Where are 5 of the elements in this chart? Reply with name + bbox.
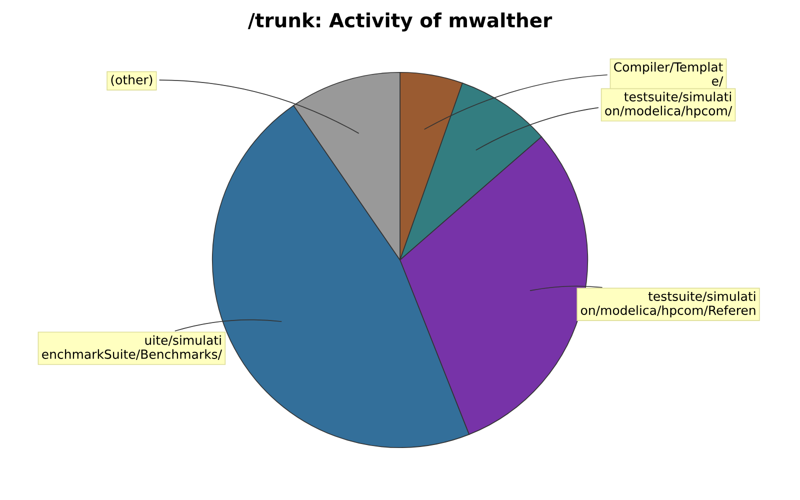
slice-label: testsuite/simulati on/modelica/hpcom/Referen [580, 291, 756, 318]
slice-label: uite/simulati enchmarkSuite/Benchmarks/ [42, 335, 222, 360]
slice-label: testsuite/simulati on/modelica/hpcom/ [605, 92, 732, 118]
slice-label: (other) [111, 74, 152, 86]
chart-title: /trunk: Activity of mwalther [248, 12, 552, 32]
